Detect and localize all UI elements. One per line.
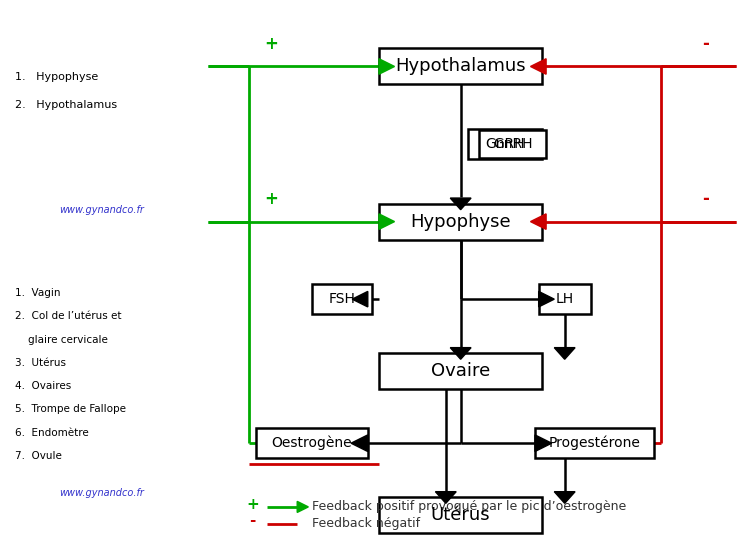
Text: 2.  Col de l’utérus et: 2. Col de l’utérus et <box>15 311 121 321</box>
Text: 1.  Vagin: 1. Vagin <box>15 288 60 298</box>
FancyBboxPatch shape <box>479 130 546 158</box>
Polygon shape <box>554 492 575 503</box>
Text: Ovaire: Ovaire <box>431 362 490 380</box>
FancyBboxPatch shape <box>312 284 372 315</box>
Text: GnRH: GnRH <box>485 137 525 151</box>
Polygon shape <box>539 291 554 307</box>
Text: 5.  Trompe de Fallope: 5. Trompe de Fallope <box>15 404 126 414</box>
Polygon shape <box>450 198 471 210</box>
Text: Hypophyse: Hypophyse <box>410 213 511 230</box>
Polygon shape <box>531 59 546 74</box>
Text: FSH: FSH <box>328 292 355 306</box>
FancyBboxPatch shape <box>535 428 654 459</box>
Text: www.gynandco.fr: www.gynandco.fr <box>59 205 144 215</box>
FancyBboxPatch shape <box>379 48 542 84</box>
Text: +: + <box>265 190 278 208</box>
Polygon shape <box>351 435 368 452</box>
Polygon shape <box>531 214 546 229</box>
Text: 1.   Hypophyse: 1. Hypophyse <box>15 72 98 82</box>
Text: Feedback négatif: Feedback négatif <box>312 517 421 530</box>
Polygon shape <box>535 435 551 452</box>
Text: 2.   Hypothalamus: 2. Hypothalamus <box>15 100 117 110</box>
FancyBboxPatch shape <box>379 497 542 533</box>
Text: -: - <box>702 35 710 53</box>
Text: 7.  Ovule: 7. Ovule <box>15 451 62 461</box>
Text: LH: LH <box>556 292 574 306</box>
FancyBboxPatch shape <box>379 353 542 389</box>
Text: -: - <box>702 190 710 208</box>
FancyBboxPatch shape <box>468 129 542 160</box>
Polygon shape <box>554 348 575 359</box>
FancyBboxPatch shape <box>379 203 542 239</box>
Text: www.gynandco.fr: www.gynandco.fr <box>59 488 144 497</box>
Text: +: + <box>265 35 278 53</box>
Polygon shape <box>352 291 368 307</box>
Polygon shape <box>379 214 395 229</box>
Text: 4.  Ovaires: 4. Ovaires <box>15 381 71 391</box>
Polygon shape <box>297 501 308 512</box>
Text: GnRH: GnRH <box>493 137 533 151</box>
Polygon shape <box>379 59 395 74</box>
Text: Utérus: Utérus <box>431 506 490 524</box>
FancyBboxPatch shape <box>539 284 591 315</box>
Text: Progestérone: Progestérone <box>548 436 640 450</box>
Text: glaire cervicale: glaire cervicale <box>15 335 108 345</box>
Text: -: - <box>250 513 256 529</box>
Text: Hypothalamus: Hypothalamus <box>395 58 526 75</box>
Polygon shape <box>450 348 471 359</box>
Polygon shape <box>435 492 456 503</box>
Text: +: + <box>246 496 259 512</box>
Text: Feedback positif provoqué par le pic d’oestrogène: Feedback positif provoqué par le pic d’o… <box>312 500 626 514</box>
Text: 6.  Endomètre: 6. Endomètre <box>15 428 88 438</box>
FancyBboxPatch shape <box>256 428 368 459</box>
Text: 3.  Utérus: 3. Utérus <box>15 358 66 368</box>
Text: Oestrogène: Oestrogène <box>272 436 352 450</box>
